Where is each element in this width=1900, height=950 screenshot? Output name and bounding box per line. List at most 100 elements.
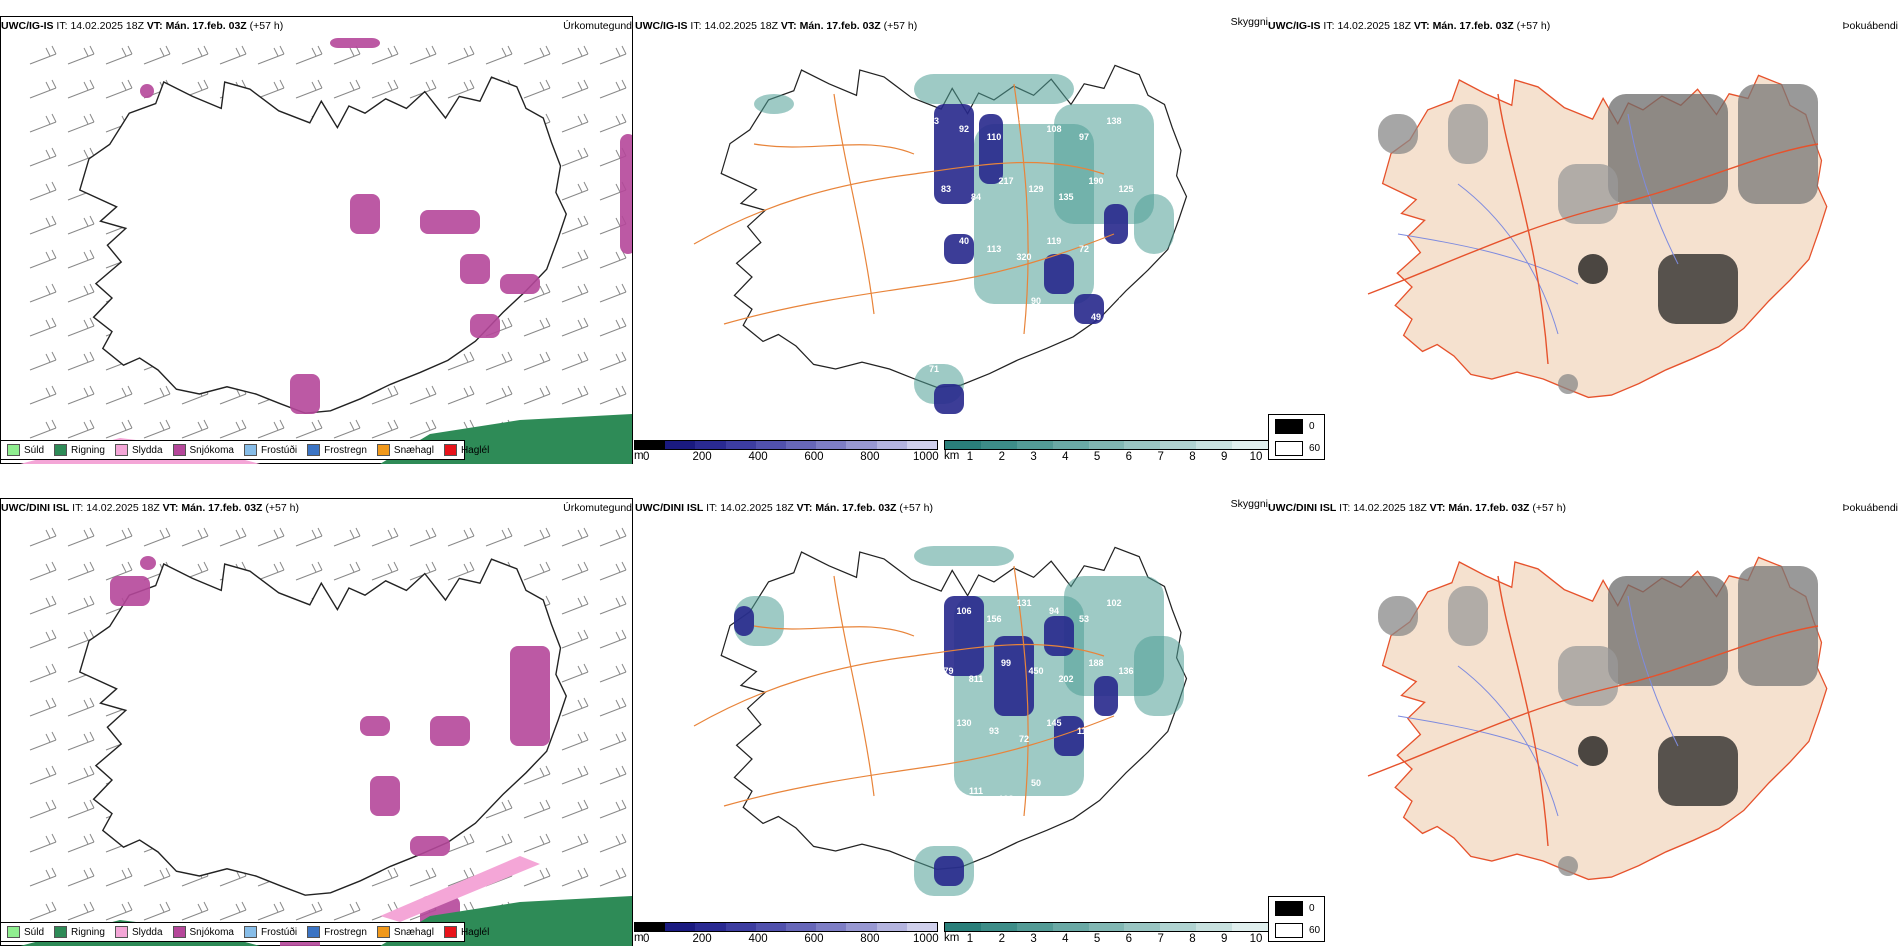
wind-barb [67, 79, 95, 99]
legend-label: Rigning [71, 926, 105, 938]
cloud-legend-swatch [1275, 441, 1303, 456]
iceland-outline [79, 76, 567, 414]
wind-barb [523, 385, 551, 405]
wind-barb [181, 527, 209, 547]
colorbar-cell [1052, 441, 1089, 449]
colorbar-cell [906, 441, 938, 449]
colorbar-cell [1232, 923, 1268, 931]
valid-label: VT: [796, 502, 813, 514]
wind-barb [67, 901, 95, 921]
model-name: UWC/DINI ISL [1, 502, 70, 514]
init-time: 14.02.2025 18Z [70, 20, 144, 32]
cloud-base-area [944, 234, 974, 264]
lead-time: (+57 h) [883, 20, 918, 32]
cloud-base-label: 217 [998, 176, 1013, 186]
wind-barb [561, 697, 589, 717]
river-line [1627, 595, 1679, 747]
wind-barb [29, 697, 57, 717]
colorbar-tick: 9 [1221, 933, 1228, 945]
wind-barb [219, 419, 247, 439]
colorbar-cell [906, 923, 938, 931]
cloud-base-label: 40 [959, 236, 969, 246]
cloud-base-label: 50 [1031, 778, 1041, 788]
cloud-base-label: 119 [1047, 236, 1062, 246]
colorbar-cells [944, 922, 1268, 932]
wind-barb [67, 561, 95, 581]
cloud-cover-legend: 0 60 [1268, 414, 1325, 460]
wind-barb [29, 901, 57, 921]
road-line [753, 143, 915, 155]
legend-swatch [172, 444, 186, 456]
cloud-mass [1448, 104, 1488, 164]
river-line [1457, 665, 1559, 817]
fog-map [1367, 556, 1828, 881]
wind-barb [257, 419, 285, 439]
colorbar-tick: 600 [804, 451, 824, 463]
wind-barb [67, 731, 95, 751]
cloud-mass [1608, 576, 1728, 686]
snow-area [500, 274, 540, 294]
valid-label: VT: [1429, 502, 1446, 514]
legend-swatch [307, 926, 321, 938]
wind-barb [599, 45, 627, 65]
wind-barb [333, 527, 361, 547]
colorbar-tick: 200 [692, 451, 712, 463]
cloud-base-label: 107 [1106, 252, 1121, 262]
colorbar-cell [816, 441, 847, 449]
wind-barb [561, 45, 589, 65]
colorbar-cell [725, 441, 756, 449]
cloud-base-label: 811 [969, 674, 984, 684]
colorbar-tick: 8 [1189, 933, 1196, 945]
wind-barb [409, 45, 437, 65]
legend-label: Snæhagl [393, 926, 434, 938]
colorbar-unit: m [634, 932, 644, 944]
fog-indicator-panel: UWC/IG-IS IT: 14.02.2025 18Z VT: Mán. 17… [1268, 0, 1900, 468]
cloud-legend-entry: 60 [1275, 441, 1320, 456]
init-time: 14.02.2025 18Z [1353, 502, 1427, 514]
fog-indicator-panel: UWC/DINI ISL IT: 14.02.2025 18Z VT: Mán.… [1268, 482, 1900, 950]
cloud-base-area [1054, 716, 1084, 756]
legend-item: Snæhagl [376, 444, 434, 456]
cloud-legend-label: 60 [1309, 443, 1321, 454]
wind-barb [447, 527, 475, 547]
cloud-mass [1578, 736, 1608, 766]
model-name: UWC/IG-IS [635, 20, 688, 32]
cloud-base-label: 217 [1118, 296, 1133, 306]
wind-barb [105, 561, 133, 581]
wind-barb [371, 79, 399, 99]
legend-item: Snjókoma [172, 926, 234, 938]
wind-barb [599, 113, 627, 133]
init-label: IT: [706, 502, 718, 514]
wind-barb [599, 799, 627, 819]
cloud-base-label: 102 [1106, 598, 1121, 608]
forecast-header: UWC/DINI ISL IT: 14.02.2025 18Z VT: Mán.… [1, 502, 299, 514]
panel-title-precip: Úrkomutegund [563, 20, 632, 32]
valid-time: Mán. 17.feb. 03Z [799, 20, 881, 32]
wind-barb [67, 527, 95, 547]
wind-barb [599, 663, 627, 683]
wind-barb [561, 595, 589, 615]
wind-barb [523, 799, 551, 819]
colorbar-cell [1160, 441, 1197, 449]
precip-type-panel: UWC/IG-IS IT: 14.02.2025 18Z VT: Mán. 17… [0, 0, 634, 468]
cloud-base-label: 106 [956, 606, 971, 616]
cloud-base-label: 94 [1019, 116, 1029, 126]
precip-legend: Súld Rigning Slydda Snjókoma Frostúði Frostre… [0, 922, 489, 942]
legend-label: Frostúði [260, 444, 298, 456]
wind-barb [295, 901, 323, 921]
cloud-base-label: 94 [1049, 606, 1059, 616]
cloud-mass [1558, 164, 1618, 224]
legend-item: Frostúði [243, 444, 298, 456]
river-line [1627, 113, 1679, 265]
colorbar-ticks: 1 2 3 4 5 6 7 8 9 10 [944, 450, 1268, 464]
wind-barb [485, 833, 513, 853]
cloud-base-label: 198 [998, 794, 1013, 804]
wind-barb [485, 527, 513, 547]
wind-barb [599, 697, 627, 717]
wind-barb [29, 765, 57, 785]
colorbar-tick: 6 [1125, 933, 1133, 945]
cloud-mass [1658, 736, 1738, 806]
legend-item: Slydda [114, 926, 163, 938]
wind-barb [295, 527, 323, 547]
cloud-base-label: 97 [1079, 132, 1089, 142]
